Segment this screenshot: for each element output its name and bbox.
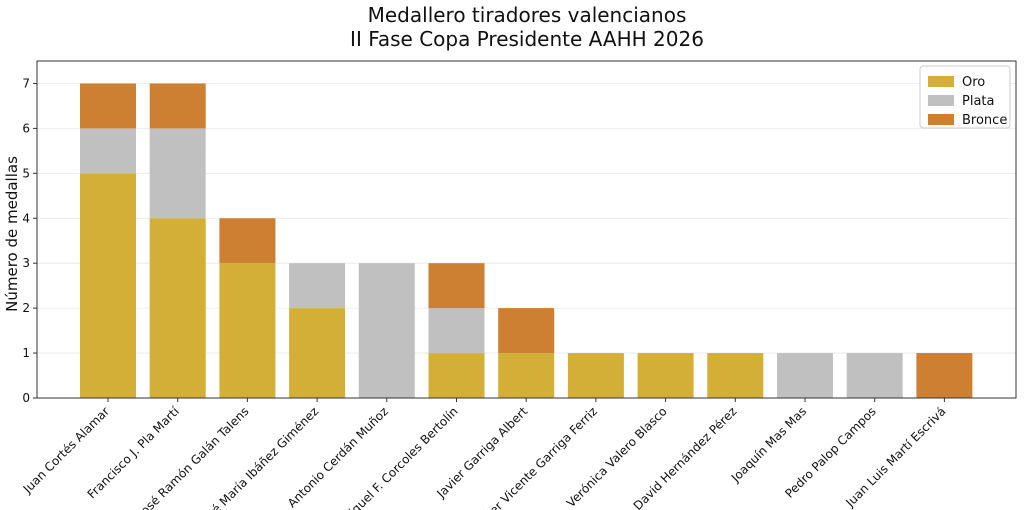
legend-label-oro: Oro: [962, 75, 985, 90]
y-tick-label: 4: [22, 211, 30, 225]
legend-label-plata: Plata: [962, 94, 994, 109]
bars: [80, 83, 973, 398]
bar-bronce: [916, 353, 973, 398]
y-tick-label: 1: [22, 346, 30, 360]
y-axis-label: Número de medallas: [3, 156, 21, 312]
y-tick-label: 0: [22, 391, 30, 405]
y-tick-label: 6: [22, 121, 30, 135]
bar-oro: [289, 308, 346, 398]
legend-label-bronce: Bronce: [962, 113, 1007, 128]
bar-plata: [428, 308, 485, 354]
bar-bronce: [219, 218, 276, 264]
bar-oro: [498, 353, 555, 398]
y-tick-label: 7: [22, 76, 30, 90]
bar-oro: [567, 353, 624, 398]
chart-subtitle: II Fase Copa Presidente AAHH 2026: [350, 27, 704, 51]
y-tick-label: 3: [22, 256, 30, 270]
legend: Oro Plata Bronce: [919, 65, 1011, 129]
bar-oro: [219, 263, 276, 398]
bar-bronce: [80, 83, 136, 129]
bar-plata: [289, 263, 346, 309]
bar-oro: [149, 218, 206, 398]
y-tick-label: 5: [22, 166, 30, 180]
legend-swatch-oro: [928, 76, 954, 87]
bar-plata: [777, 353, 833, 398]
bar-bronce: [428, 263, 485, 309]
bar-oro: [637, 353, 694, 398]
bar-plata: [358, 263, 415, 398]
bar-plata: [149, 128, 206, 219]
bar-plata: [846, 353, 903, 398]
x-tick-label: Joaquín Mas Mas: [728, 404, 809, 485]
legend-swatch-plata: [928, 95, 954, 106]
bar-bronce: [498, 308, 555, 354]
bar-plata: [80, 128, 136, 174]
legend-swatch-bronce: [928, 114, 954, 125]
bar-bronce: [149, 83, 206, 129]
chart-title: Medallero tiradores valencianos: [368, 3, 687, 27]
y-tick-label: 2: [22, 301, 30, 315]
bar-oro: [80, 173, 136, 398]
bar-oro: [428, 353, 485, 398]
bar-oro: [707, 353, 764, 398]
y-ticks: 0 1 2 3 4 5 6 7: [22, 76, 37, 405]
